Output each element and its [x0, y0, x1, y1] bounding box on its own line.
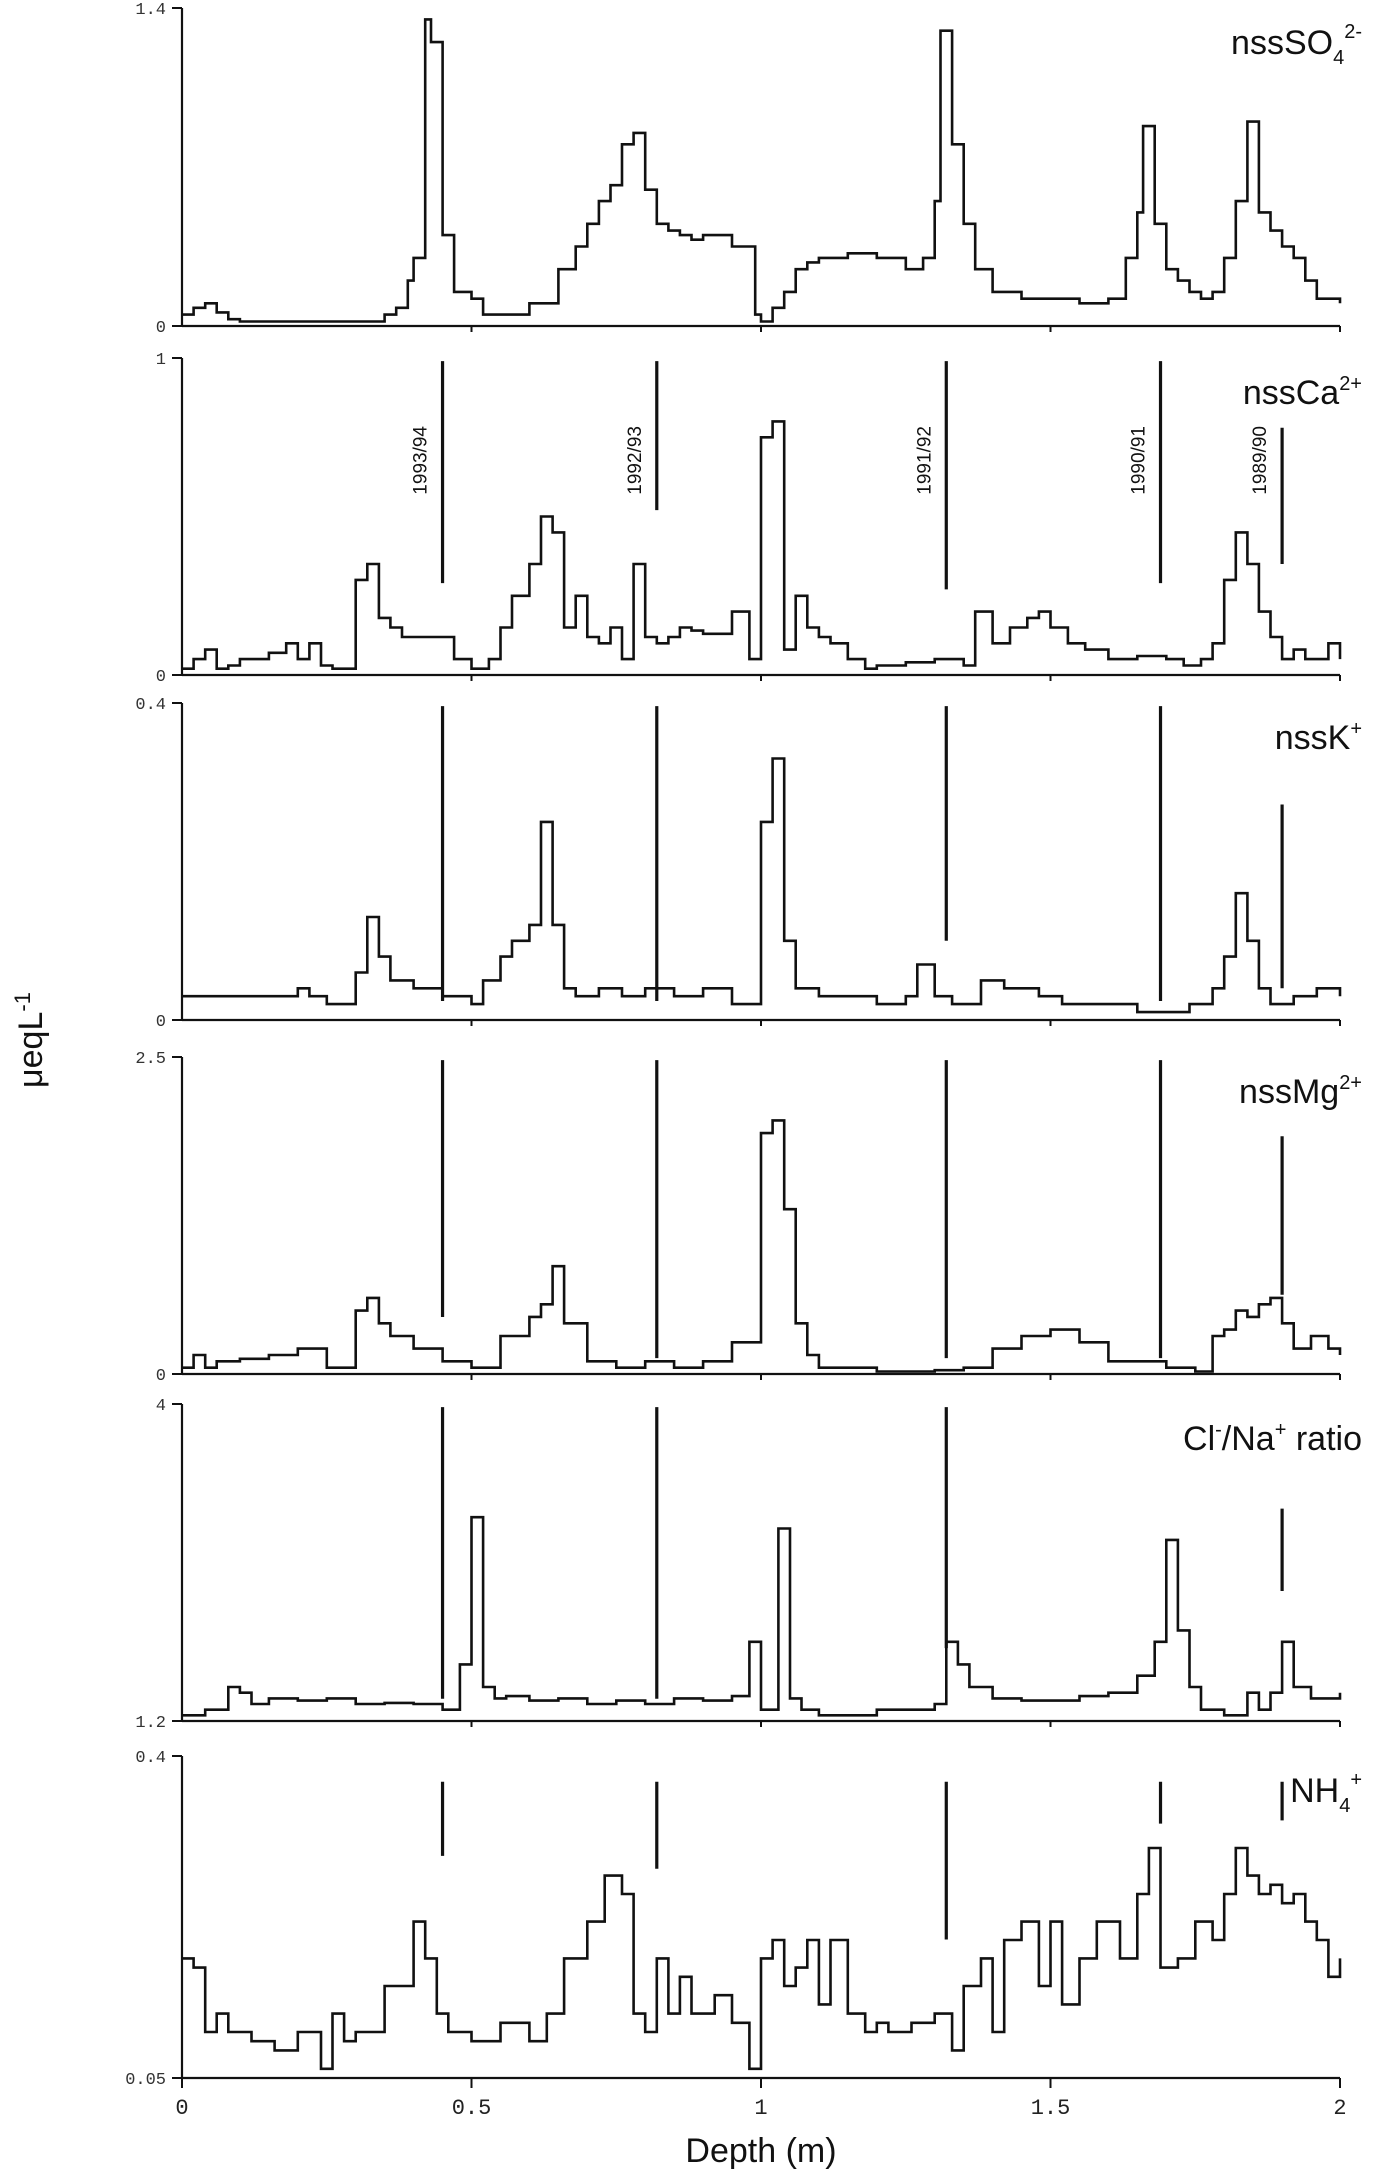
- panel-ymin-label: 0: [156, 1367, 166, 1386]
- panel-series-line: [182, 757, 1342, 1014]
- panel-ymin-label: 0: [156, 1013, 166, 1032]
- panel-ymin-label: 0.05: [125, 2071, 166, 2090]
- panel-ymax-label: 1.4: [135, 1, 166, 20]
- panel-name: nssK+: [1275, 718, 1362, 757]
- panel-name: NH4+: [1290, 1769, 1362, 1817]
- panel-0: 1.4 0 nssSO42-: [135, 1, 1362, 338]
- panel-name-base: NH: [1290, 1772, 1339, 1810]
- panel-name-base-2: /Na: [1222, 1420, 1275, 1458]
- panel-name-superscript: 2+: [1339, 1072, 1362, 1094]
- panel-name-superscript: -: [1215, 1419, 1222, 1441]
- panel-name-base: nssCa: [1243, 374, 1339, 412]
- panel-4: 4 1.2 Cl-/Na+ ratio: [135, 1397, 1362, 1733]
- panel-series-line: [182, 420, 1342, 670]
- x-tick-label: 0.5: [452, 2096, 492, 2121]
- panel-ymax-label: 2.5: [135, 1050, 166, 1069]
- panel-ymax-label: 1: [156, 351, 166, 370]
- x-tick-label: 1: [754, 2096, 767, 2121]
- panel-name-superscript: 2-: [1344, 21, 1362, 43]
- panel-name: Cl-/Na+ ratio: [1183, 1419, 1362, 1458]
- panel-3: 2.5 0 nssMg2+: [135, 1050, 1362, 1386]
- panel-name-superscript-2: +: [1275, 1419, 1287, 1441]
- x-tick-label: 1.5: [1031, 2096, 1071, 2121]
- panel-ymin-label: 1.2: [135, 1714, 166, 1733]
- year-label: 1992/93: [625, 426, 646, 495]
- x-tick-label: 0: [175, 2096, 188, 2121]
- panel-ymax-label: 0.4: [135, 1749, 166, 1768]
- x-axis: 0 0.5 1 1.5 2: [175, 2078, 1347, 2121]
- y-axis-title: μeqL-1: [10, 992, 51, 1088]
- panel-1: 1 0 nssCa2+ 1993/94 1992/93 1991/92 1990/91 198…: [156, 351, 1362, 687]
- year-label: 1990/91: [1129, 426, 1150, 495]
- panel-series-line: [182, 1846, 1342, 2071]
- y-axis-title-exponent: -1: [10, 992, 35, 1012]
- year-label: 1993/94: [411, 426, 432, 495]
- panel-name: nssCa2+: [1243, 373, 1362, 412]
- panel-name-subscript: 4: [1339, 1795, 1350, 1817]
- x-axis-title: Depth (m): [685, 2132, 836, 2169]
- year-label: 1989/90: [1250, 426, 1271, 495]
- panel-series-line: [182, 18, 1342, 323]
- x-tick-label: 2: [1333, 2096, 1346, 2121]
- panel-5: 0.4 0.05 NH4+: [125, 1749, 1362, 2090]
- panel-series-line: [182, 1119, 1342, 1373]
- panel-name-superscript: +: [1350, 1769, 1362, 1791]
- panel-name: nssMg2+: [1239, 1072, 1362, 1111]
- panel-name-base: Cl: [1183, 1420, 1215, 1458]
- panel-name-subscript: 4: [1333, 47, 1344, 69]
- y-axis-title-main: μeqL: [12, 1012, 50, 1088]
- panel-name-superscript: 2+: [1339, 373, 1362, 395]
- panel-ymin-label: 0: [156, 668, 166, 687]
- panel-2: 0.4 0 nssK+: [135, 696, 1362, 1032]
- year-label: 1991/92: [914, 426, 935, 495]
- panel-series-line: [182, 1515, 1342, 1717]
- panel-ymax-label: 4: [156, 1397, 166, 1416]
- panel-ymin-label: 0: [156, 319, 166, 338]
- panel-ymax-label: 0.4: [135, 696, 166, 715]
- panel-name: nssSO42-: [1231, 21, 1362, 69]
- panel-name-base: nssSO: [1231, 24, 1333, 62]
- panel-name-base: nssK: [1275, 719, 1351, 757]
- panel-name-suffix: ratio: [1286, 1420, 1362, 1458]
- panel-name-superscript: +: [1350, 718, 1362, 740]
- panel-name-base: nssMg: [1239, 1073, 1339, 1111]
